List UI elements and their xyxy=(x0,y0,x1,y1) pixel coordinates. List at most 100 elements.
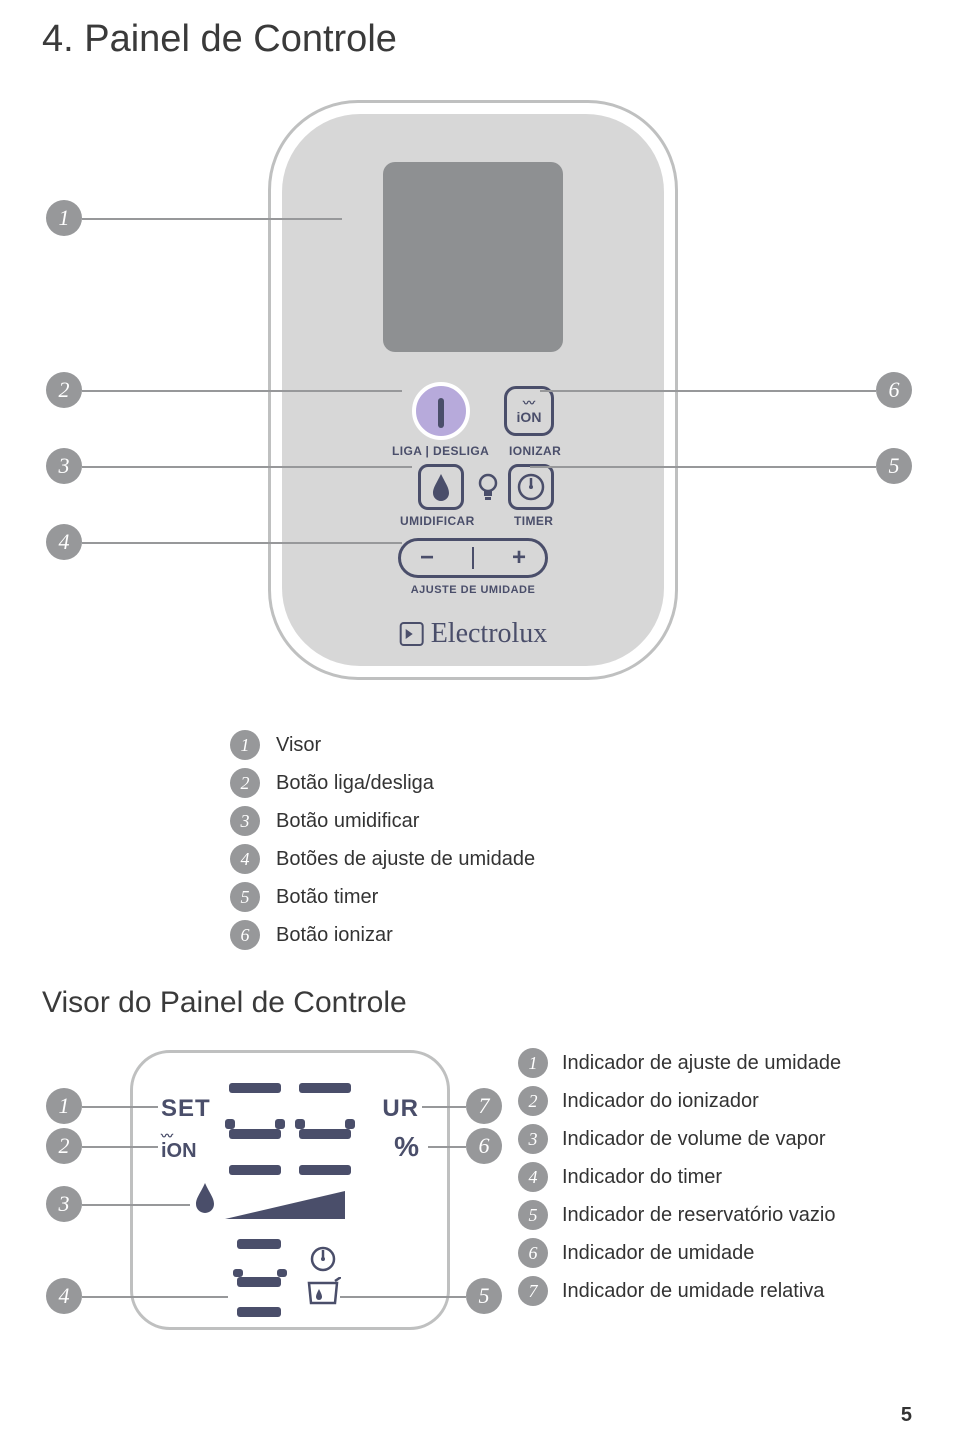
lcd-leader-l1 xyxy=(82,1106,158,1108)
page-number: 5 xyxy=(901,1404,912,1427)
legend-text: Botão ionizar xyxy=(276,924,393,947)
legend-row: 3 Botão umidificar xyxy=(230,806,535,836)
callout-4: 4 xyxy=(46,524,82,560)
legend-row: 1 Visor xyxy=(230,730,535,760)
seven-segment xyxy=(225,1083,285,1161)
legend-num: 2 xyxy=(230,768,260,798)
legend-num: 6 xyxy=(518,1238,548,1268)
legend-row: 7Indicador de umidade relativa xyxy=(518,1276,841,1306)
lcd-callout-r7: 7 xyxy=(466,1088,502,1124)
adjust-separator xyxy=(472,547,474,569)
lcd-set-label: SET xyxy=(161,1095,211,1123)
brand-text: Electrolux xyxy=(431,618,548,650)
lcd-callout-l3: 3 xyxy=(46,1186,82,1222)
lcd-drop-icon xyxy=(193,1181,217,1218)
humidify-button-icon xyxy=(418,464,464,510)
ion-button-icon: 〰 iON xyxy=(504,386,554,436)
page-title: 4. Painel de Controle xyxy=(42,18,397,61)
lcd-leader-l3 xyxy=(82,1204,190,1206)
legend-num: 3 xyxy=(518,1124,548,1154)
legend-num: 3 xyxy=(230,806,260,836)
leader-2 xyxy=(82,390,402,392)
legend-num: 1 xyxy=(518,1048,548,1078)
lcd-leader-r6 xyxy=(428,1146,466,1148)
adjust-button: − + xyxy=(398,538,548,578)
legend-text: Indicador de ajuste de umidade xyxy=(562,1052,841,1075)
lcd-diagram: SET 〰iON UR % xyxy=(130,1050,450,1330)
leader-4 xyxy=(82,542,402,544)
timer-button-label: TIMER xyxy=(514,514,553,528)
adjust-button-label: AJUSTE DE UMIDADE xyxy=(411,584,536,596)
lcd-callout-r5: 5 xyxy=(466,1278,502,1314)
legend-row: 2 Indicador do ionizador xyxy=(518,1086,841,1116)
legend-lcd: 1 Indicador de ajuste de umidade 2 Indicad… xyxy=(518,1048,841,1314)
legend-num: 6 xyxy=(230,920,260,950)
legend-text: Indicador de volume de vapor xyxy=(562,1128,826,1151)
legend-text: Botão liga/desliga xyxy=(276,772,434,795)
panel-display xyxy=(383,162,563,352)
lcd-callout-l4: 4 xyxy=(46,1278,82,1314)
legend-num: 4 xyxy=(518,1162,548,1192)
lcd-volume-ramp-icon xyxy=(225,1191,345,1219)
legend-num: 2 xyxy=(518,1086,548,1116)
callout-6: 6 xyxy=(876,372,912,408)
legend-text: Botões de ajuste de umidade xyxy=(276,848,535,871)
legend-row: 3 Indicador de volume de vapor xyxy=(518,1124,841,1154)
lcd-leader-r5 xyxy=(340,1296,466,1298)
legend-text: Visor xyxy=(276,734,321,757)
lcd-tank-icon xyxy=(305,1277,341,1312)
callout-5: 5 xyxy=(876,448,912,484)
callout-3: 3 xyxy=(46,448,82,484)
ion-button-label: IONIZAR xyxy=(509,444,561,458)
lcd-callout-l2: 2 xyxy=(46,1128,82,1164)
legend-panel: 1 Visor 2 Botão liga/desliga 3 Botão umidif… xyxy=(230,730,535,958)
power-button-label: LIGA | DESLIGA xyxy=(392,444,489,458)
lcd-timer-digit xyxy=(233,1239,285,1305)
leader-6 xyxy=(540,390,876,392)
legend-num: 5 xyxy=(230,882,260,912)
brand-logo: Electrolux xyxy=(399,618,548,650)
legend-row: 5 Botão timer xyxy=(230,882,535,912)
brand-icon xyxy=(399,621,425,647)
ion-button-text: iON xyxy=(517,409,542,425)
timer-button-icon xyxy=(508,464,554,510)
power-button-icon xyxy=(412,382,470,440)
lcd-clock-icon xyxy=(309,1245,337,1278)
legend-row: 4 Botões de ajuste de umidade xyxy=(230,844,535,874)
legend-num: 4 xyxy=(230,844,260,874)
legend-text: Indicador de umidade xyxy=(562,1242,754,1265)
legend-num: 1 xyxy=(230,730,260,760)
leader-3 xyxy=(82,466,412,468)
lcd-leader-l2 xyxy=(82,1146,158,1148)
legend-row: 4 Indicador do timer xyxy=(518,1162,841,1192)
ion-wave-icon: 〰 xyxy=(523,397,535,409)
legend-text: Indicador de umidade relativa xyxy=(562,1280,824,1303)
legend-row: 6 Botão ionizar xyxy=(230,920,535,950)
callout-2: 2 xyxy=(46,372,82,408)
legend-row: 5 Indicador de reservatório vazio xyxy=(518,1200,841,1230)
legend-row: 1 Indicador de ajuste de umidade xyxy=(518,1048,841,1078)
legend-row: 2 Botão liga/desliga xyxy=(230,768,535,798)
adjust-plus: + xyxy=(512,544,526,572)
lcd-ur-label: UR xyxy=(382,1095,419,1123)
lcd-callout-r6: 6 xyxy=(466,1128,502,1164)
legend-text: Indicador do ionizador xyxy=(562,1090,759,1113)
lamp-icon xyxy=(477,472,499,502)
legend-num: 5 xyxy=(518,1200,548,1230)
legend-text: Indicador de reservatório vazio xyxy=(562,1204,835,1227)
legend-row: 6 Indicador de umidade xyxy=(518,1238,841,1268)
lcd-callout-l1: 1 xyxy=(46,1088,82,1124)
lcd-percent-label: % xyxy=(394,1131,419,1163)
lcd-digits xyxy=(225,1083,361,1161)
legend-text: Indicador do timer xyxy=(562,1166,722,1189)
seven-segment xyxy=(295,1083,355,1161)
callout-1: 1 xyxy=(46,200,82,236)
legend-text: Botão timer xyxy=(276,886,378,909)
leader-5 xyxy=(530,466,876,468)
lcd-ion-label: 〰iON xyxy=(161,1131,197,1160)
subtitle: Visor do Painel de Controle xyxy=(42,986,407,1020)
leader-1 xyxy=(82,218,342,220)
humidify-button-label: UMIDIFICAR xyxy=(400,514,475,528)
lcd-panel: SET 〰iON UR % xyxy=(130,1050,450,1330)
legend-text: Botão umidificar xyxy=(276,810,419,833)
